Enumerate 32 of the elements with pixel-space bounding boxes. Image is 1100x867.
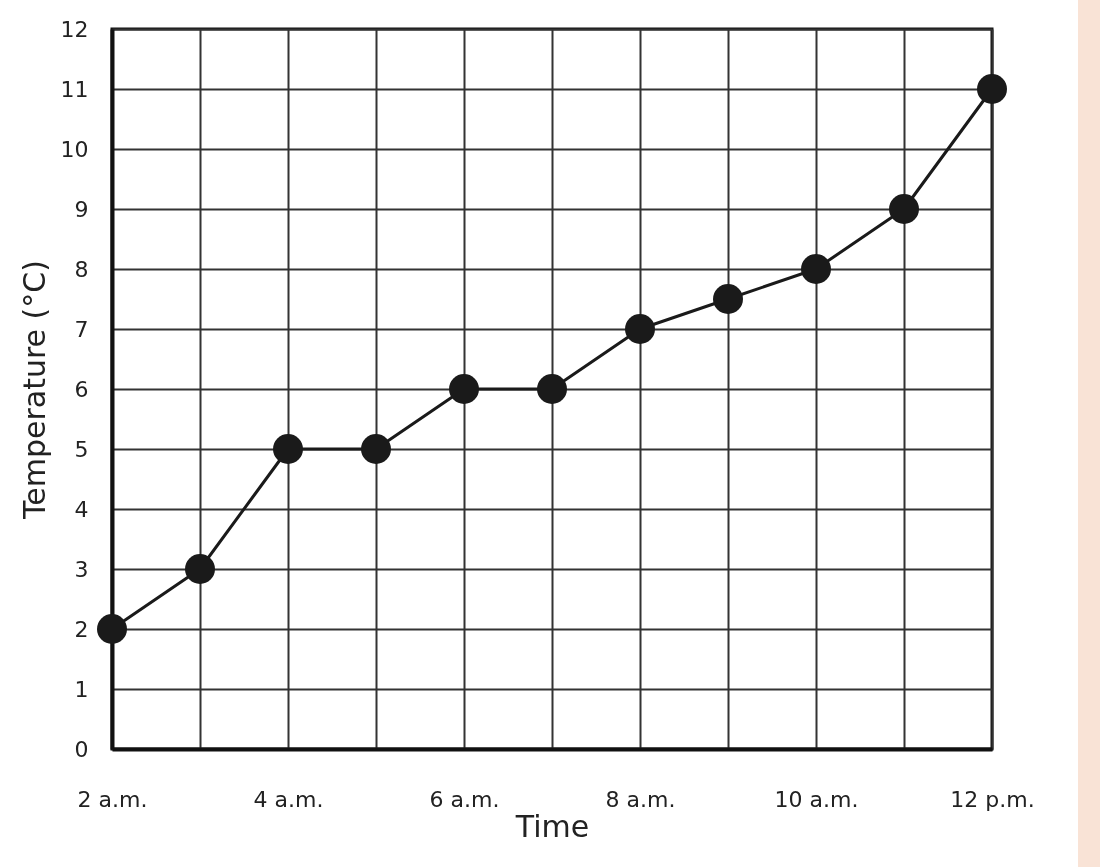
- point: [977, 74, 1007, 104]
- y-tick-label: 0: [74, 736, 89, 762]
- point: [713, 284, 743, 314]
- y-tick-label: 12: [60, 16, 89, 42]
- x-tick-label: 6 a.m.: [429, 786, 500, 812]
- point: [449, 374, 479, 404]
- x-tick-label: 8 a.m.: [605, 786, 676, 812]
- point: [185, 554, 215, 584]
- y-tick-label: 4: [74, 496, 89, 522]
- y-axis-title: Temperature (°C): [16, 260, 52, 520]
- point: [537, 374, 567, 404]
- point: [361, 434, 391, 464]
- y-tick-label: 9: [74, 196, 89, 222]
- point: [97, 614, 127, 644]
- point: [273, 434, 303, 464]
- point: [625, 314, 655, 344]
- y-tick-label: 2: [74, 616, 89, 642]
- x-tick-label: 2 a.m.: [77, 786, 148, 812]
- y-tick-label: 11: [60, 76, 89, 102]
- point: [801, 254, 831, 284]
- y-tick-label: 8: [74, 256, 89, 282]
- x-tick-label: 4 a.m.: [253, 786, 324, 812]
- y-tick-label: 7: [74, 316, 89, 342]
- y-tick-label: 6: [74, 376, 89, 402]
- y-tick-label: 10: [60, 136, 89, 162]
- y-tick-label: 1: [74, 676, 89, 702]
- y-tick-label: 5: [74, 436, 89, 462]
- y-tick-label: 3: [74, 556, 89, 582]
- x-tick-label: 10 a.m.: [774, 786, 859, 812]
- point: [889, 194, 919, 224]
- x-tick-label: 12 p.m.: [950, 786, 1035, 812]
- x-axis-title: Time: [514, 808, 590, 844]
